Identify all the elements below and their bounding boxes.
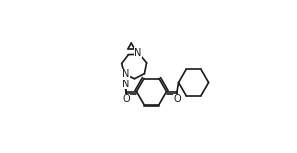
Text: N: N xyxy=(122,79,130,89)
Text: O: O xyxy=(173,94,181,104)
Text: N: N xyxy=(122,69,129,79)
Text: N: N xyxy=(134,48,142,58)
Text: O: O xyxy=(122,94,130,104)
